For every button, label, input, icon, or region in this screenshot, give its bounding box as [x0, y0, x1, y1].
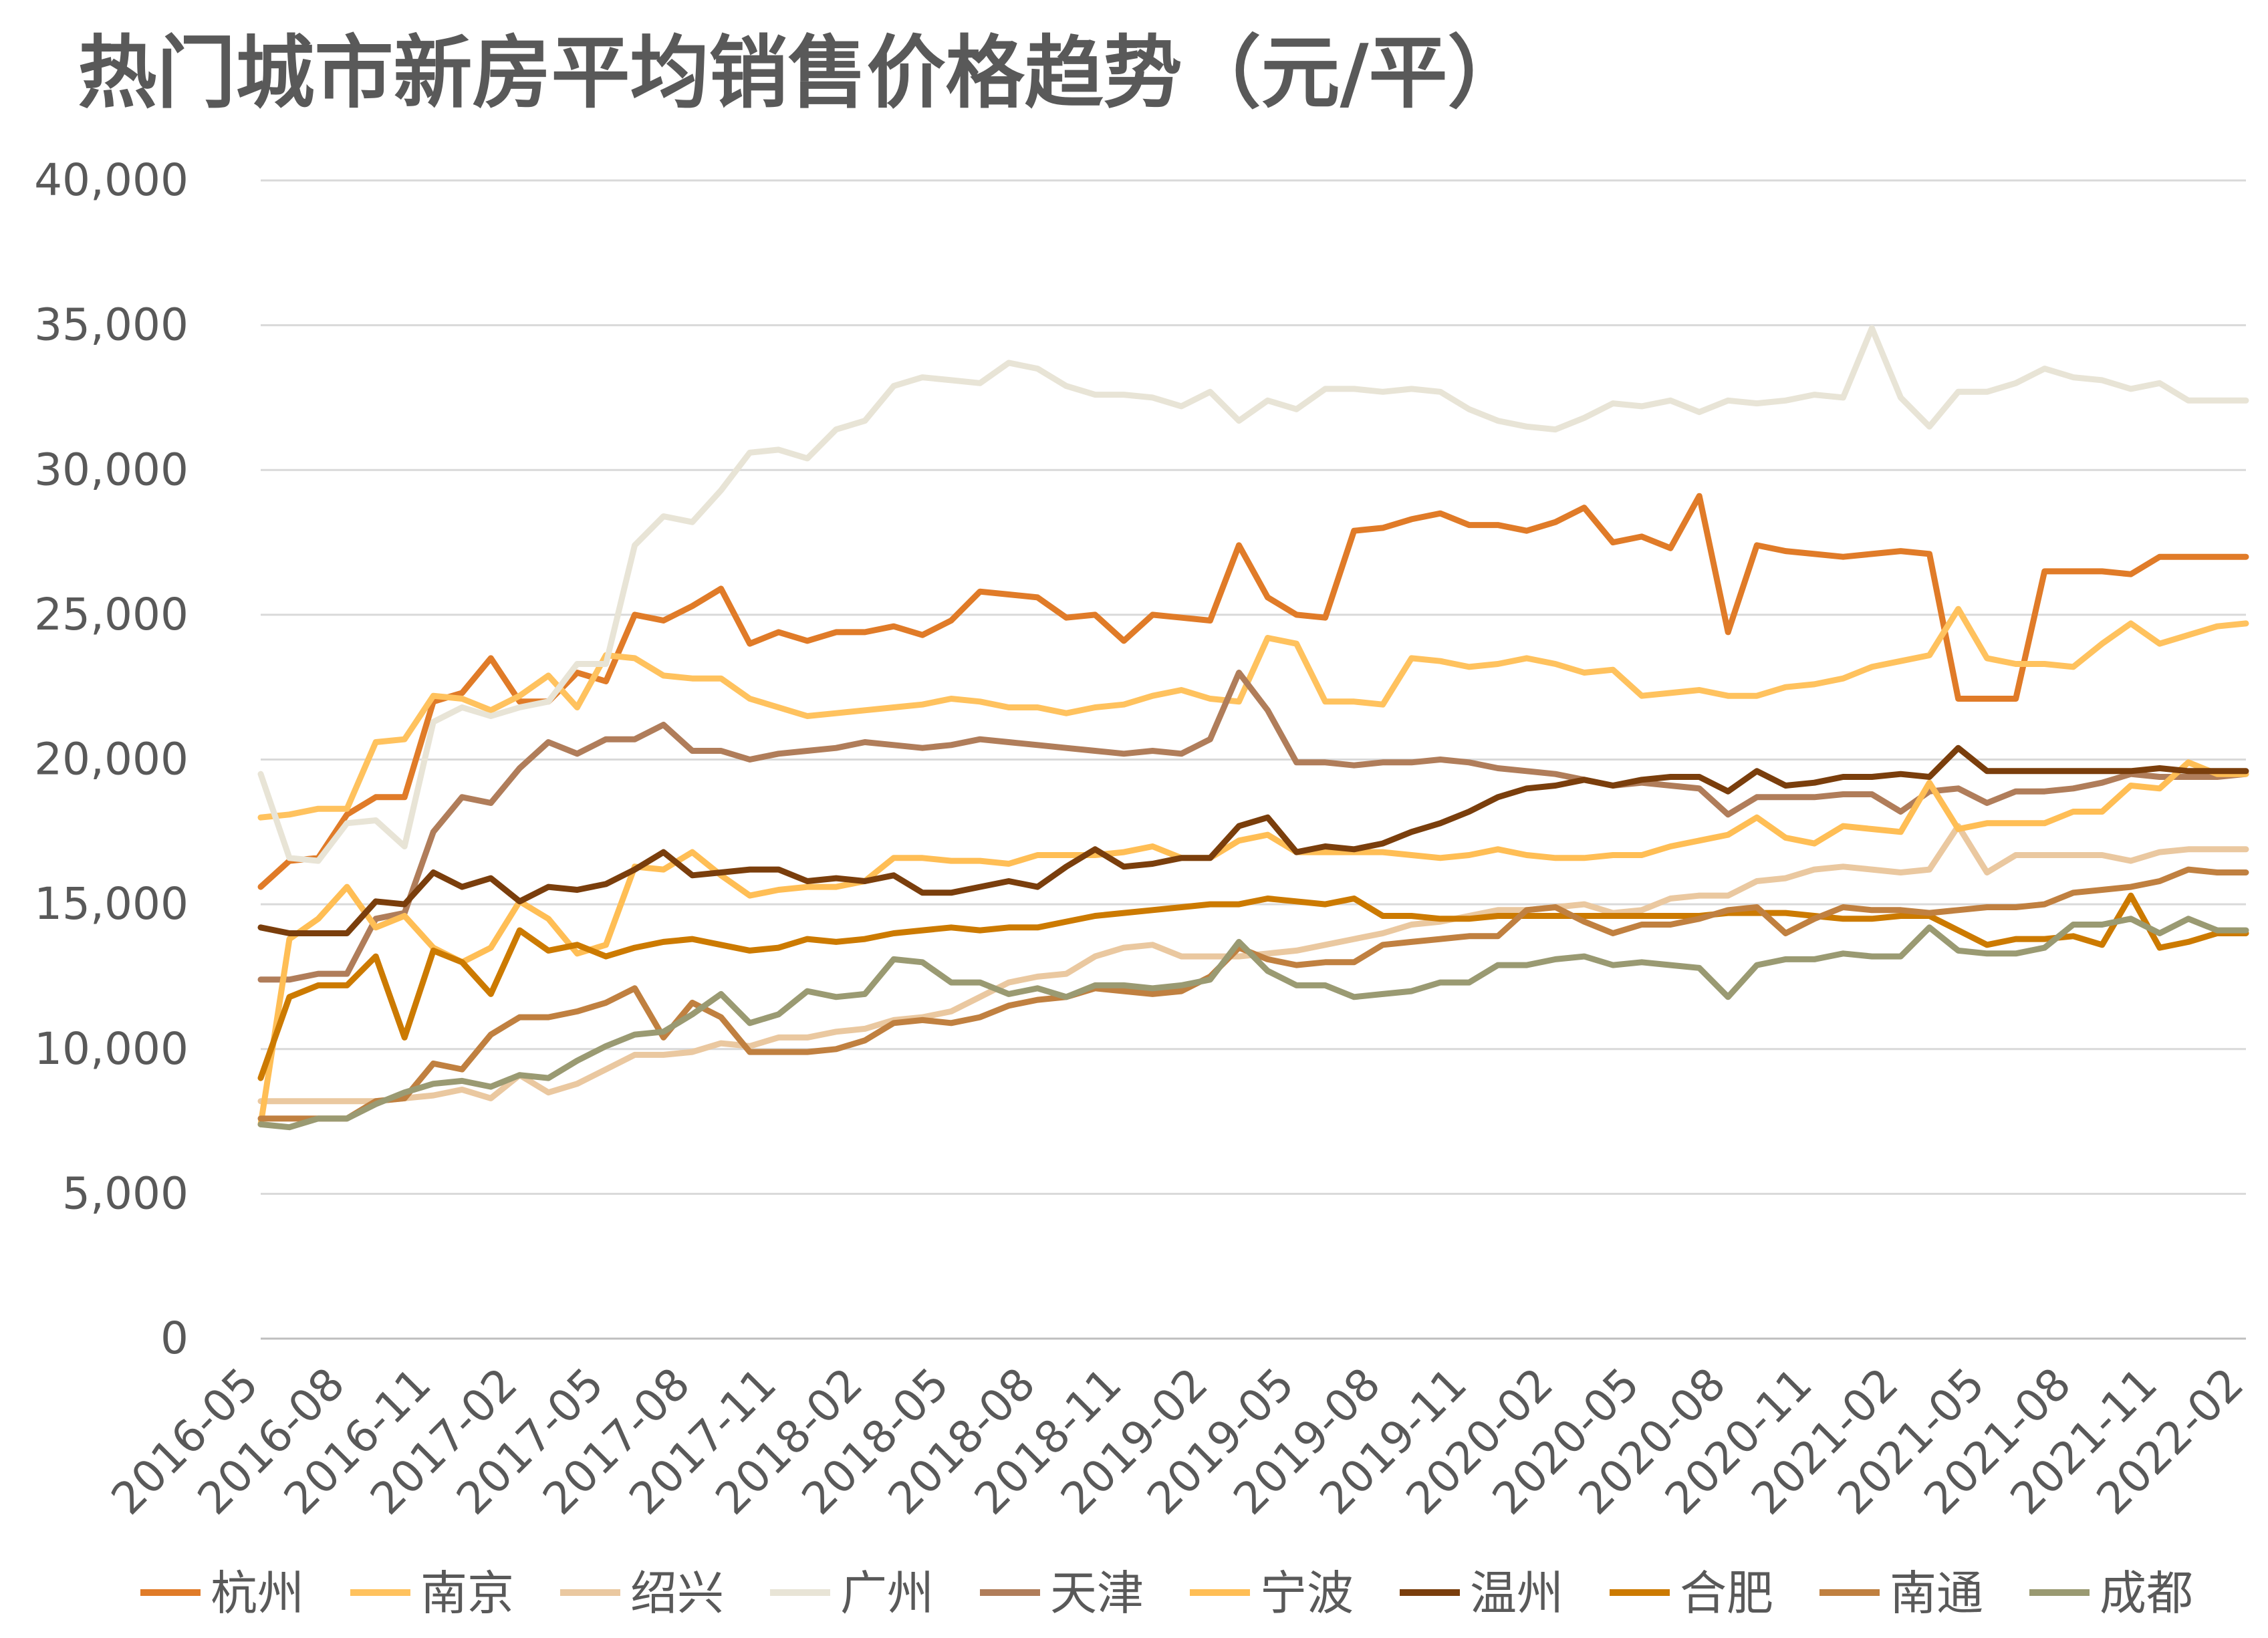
- series-line-1: [257, 605, 2249, 821]
- y-tick-label: 0: [160, 1313, 188, 1364]
- series-line-7: [257, 892, 2249, 1081]
- series-line-6: [257, 744, 2249, 936]
- x-axis-ticks: 2016-052016-082016-112017-022017-052017-…: [102, 1358, 2253, 1524]
- y-tick-label: 10,000: [34, 1023, 188, 1075]
- legend-label: 广州: [840, 1566, 934, 1621]
- legend-label: 杭州: [211, 1566, 304, 1621]
- chart-title: 热门城市新房平均销售价格趋势（元/平）: [78, 27, 1526, 119]
- y-tick-label: 20,000: [34, 734, 188, 785]
- series-lines: [257, 325, 2249, 1131]
- legend-label: 天津: [1050, 1566, 1144, 1621]
- legend-label: 合肥: [1680, 1566, 1773, 1621]
- y-axis-ticks: 0 5,000 10,000 15,000 20,000 25,000 30,000 35,0…: [34, 154, 188, 1364]
- legend-label: 绍兴: [630, 1566, 724, 1621]
- legend-label: 南通: [1890, 1566, 1983, 1621]
- y-tick-label: 25,000: [34, 589, 188, 640]
- grid-lines: [261, 179, 2246, 1340]
- legend-label: 宁波: [1260, 1566, 1354, 1621]
- series-line-3: [257, 325, 2249, 864]
- series-line-9: [257, 916, 2249, 1131]
- series-line-8: [257, 866, 2249, 1122]
- y-tick-label: 35,000: [34, 299, 188, 351]
- legend-label: 成都: [2100, 1566, 2193, 1621]
- y-tick-label: 5,000: [62, 1168, 188, 1219]
- legend-label: 南京: [420, 1566, 514, 1621]
- series-line-2: [257, 823, 2249, 1105]
- legend-label: 温州: [1470, 1566, 1563, 1621]
- y-tick-label: 40,000: [34, 154, 188, 206]
- legend: 杭州 南京 绍兴 广州 天津 宁波 温州 合肥 南通 成都: [140, 1566, 2193, 1621]
- y-tick-label: 30,000: [34, 444, 188, 495]
- y-tick-label: 15,000: [34, 878, 188, 930]
